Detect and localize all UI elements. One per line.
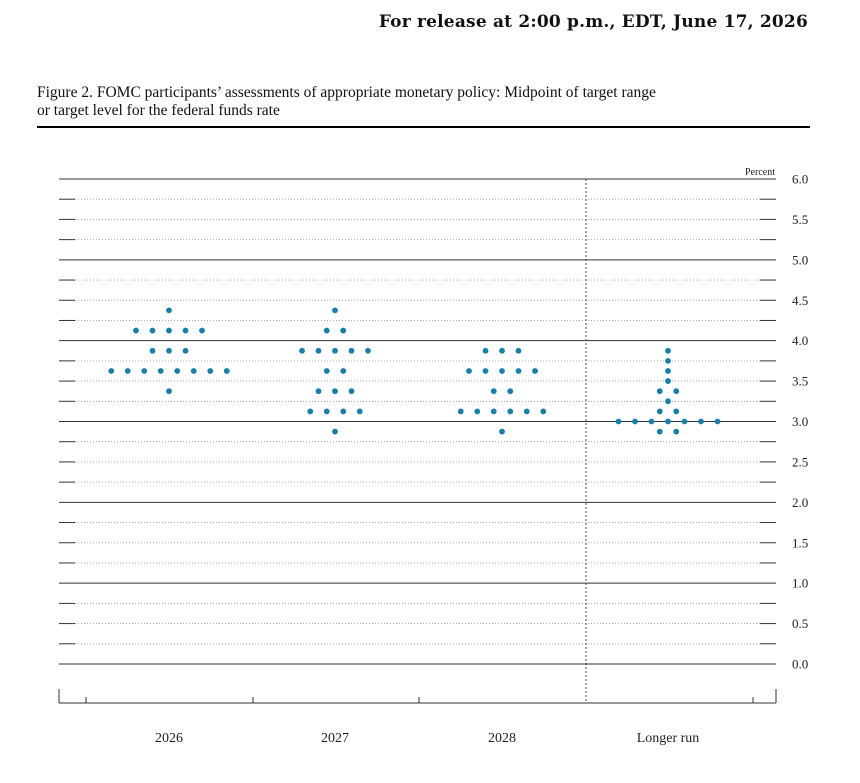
participant-dot xyxy=(673,428,680,435)
participant-dot xyxy=(108,368,115,374)
participant-dot xyxy=(299,347,305,354)
participant-dot xyxy=(474,408,481,415)
participant-dot xyxy=(174,368,181,374)
participant-dot xyxy=(490,408,497,415)
participant-dot xyxy=(482,368,489,374)
participant-dot xyxy=(166,388,172,395)
y-tick-label: 2.0 xyxy=(792,495,808,510)
participant-dot xyxy=(141,368,148,374)
y-tick-label: 4.5 xyxy=(792,293,808,308)
participant-dot xyxy=(665,357,671,364)
participant-dot xyxy=(499,347,505,354)
participant-dot xyxy=(223,368,230,374)
participant-dot xyxy=(332,428,338,435)
participant-dot xyxy=(149,327,156,334)
participant-dot xyxy=(124,368,131,374)
figure-caption-line-2: or target level for the federal funds ra… xyxy=(37,102,280,119)
participant-dot xyxy=(714,418,721,425)
participant-dot xyxy=(673,388,680,395)
participant-dot xyxy=(365,347,371,354)
participant-dot xyxy=(323,368,330,374)
caption-rule xyxy=(37,126,810,128)
participant-dot xyxy=(133,327,139,334)
participant-dot xyxy=(315,388,322,395)
y-tick-label: 1.5 xyxy=(792,535,808,550)
participant-dot xyxy=(332,307,338,314)
y-tick-label: 6.0 xyxy=(792,172,808,187)
participant-dot xyxy=(490,388,497,395)
participant-dot xyxy=(307,408,314,415)
participant-dot xyxy=(182,347,189,354)
y-tick-label: 1.0 xyxy=(792,576,808,591)
y-tick-label: 3.0 xyxy=(792,414,808,429)
participant-dot xyxy=(507,408,514,415)
participant-dot xyxy=(323,408,330,415)
y-tick-label: 3.5 xyxy=(792,374,808,389)
participant-dot xyxy=(681,418,688,425)
participant-dot xyxy=(632,418,638,425)
participant-dot xyxy=(540,408,547,415)
participant-dot xyxy=(332,388,338,395)
participant-dot xyxy=(315,347,322,354)
participant-dot xyxy=(340,327,347,334)
x-category-label: 2027 xyxy=(321,731,349,746)
participant-dot xyxy=(499,428,505,435)
participant-dot xyxy=(323,327,330,334)
participant-dot xyxy=(648,418,655,425)
x-category-label: 2026 xyxy=(155,731,183,746)
y-tick-label: 0.0 xyxy=(792,657,808,672)
participant-dot xyxy=(356,408,363,415)
participant-dot xyxy=(656,428,663,435)
participant-dot xyxy=(348,347,355,354)
participant-dot xyxy=(457,408,464,415)
participant-dot xyxy=(466,368,472,374)
figure-caption-line-1: Figure 2. FOMC participants’ assessments… xyxy=(37,84,656,101)
participant-dot xyxy=(348,388,355,395)
participant-dot xyxy=(673,408,680,415)
participant-dot xyxy=(157,368,164,374)
participant-dot xyxy=(515,368,522,374)
participant-dot xyxy=(507,388,514,395)
y-tick-label: 5.0 xyxy=(792,252,808,267)
participant-dot xyxy=(499,368,505,374)
participant-dot xyxy=(482,347,489,354)
x-category-label: 2028 xyxy=(488,731,516,746)
participant-dot xyxy=(698,418,704,425)
y-unit-label: Percent xyxy=(745,167,775,178)
participant-dot xyxy=(615,418,622,425)
y-tick-label: 0.5 xyxy=(792,616,808,631)
y-tick-label: 2.5 xyxy=(792,454,808,469)
participant-dot xyxy=(532,368,538,374)
participant-dot xyxy=(656,388,663,395)
participant-dot xyxy=(207,368,214,374)
participant-dot xyxy=(166,327,172,334)
participant-dot xyxy=(665,378,671,384)
participant-dot xyxy=(665,368,671,374)
participant-dot xyxy=(166,347,172,354)
participant-dot xyxy=(665,347,671,354)
participant-dot xyxy=(665,418,671,425)
participant-dot xyxy=(523,408,530,415)
participant-dot xyxy=(656,408,663,415)
participant-dot xyxy=(166,307,172,314)
participant-dot xyxy=(332,347,338,354)
participant-dot xyxy=(515,347,522,354)
participant-dot xyxy=(190,368,197,374)
figure-caption: Figure 2. FOMC participants’ assessments… xyxy=(37,84,807,120)
x-category-label: Longer run xyxy=(637,731,700,746)
y-tick-label: 5.5 xyxy=(792,212,808,227)
y-tick-label: 4.0 xyxy=(792,333,808,348)
participant-dot xyxy=(149,347,156,354)
release-notice: For release at 2:00 p.m., EDT, June 17, … xyxy=(378,12,808,32)
participant-dot xyxy=(340,408,347,415)
participant-dot xyxy=(665,398,671,405)
participant-dot xyxy=(340,368,347,374)
participant-dot xyxy=(199,327,205,334)
participant-dot xyxy=(182,327,189,334)
